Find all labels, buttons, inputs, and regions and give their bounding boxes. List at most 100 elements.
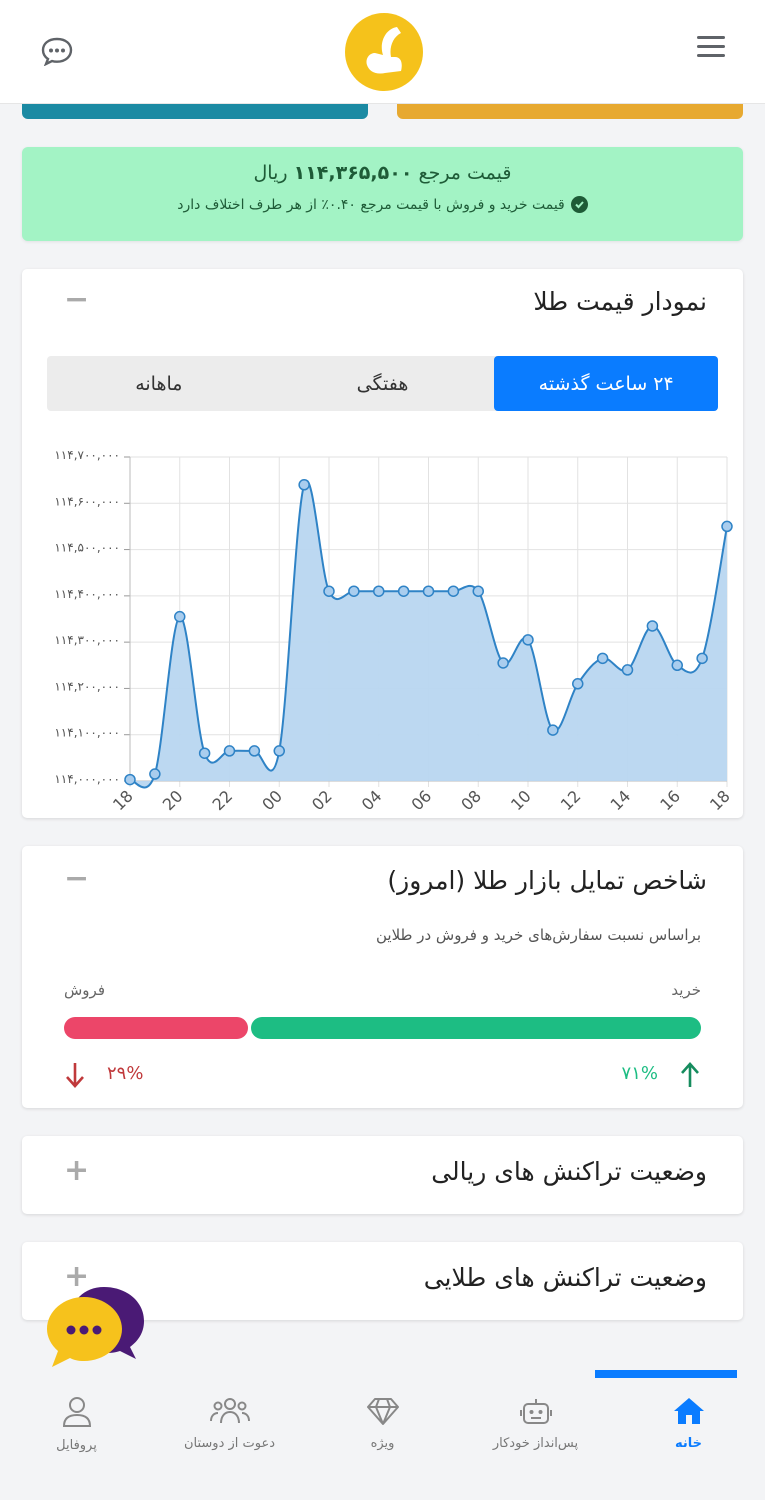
arrow-down-icon [66, 1063, 84, 1088]
nav-home-label: خانه [675, 1436, 703, 1451]
sentiment-subtitle: براساس نسبت سفارش‌های خرید و فروش در طلا… [375, 926, 701, 944]
chart-data-point [149, 768, 161, 780]
nav-home[interactable]: خانه [595, 1370, 765, 1500]
brand-logo[interactable] [345, 13, 423, 91]
chart-ytick-label: ۱۱۴,۵۰۰,۰۰۰ [54, 541, 120, 555]
chart-data-point [696, 652, 708, 665]
chart-data-point [273, 745, 285, 757]
sell-ratio-bar [64, 1017, 248, 1039]
buy-label: خرید [671, 981, 701, 999]
sell-percentage: ۲۹% [107, 1063, 144, 1084]
chart-data-point [721, 520, 733, 533]
chart-xtick-label: 18 [109, 786, 137, 814]
chart-data-point [447, 585, 460, 597]
chart-data-point [422, 585, 435, 597]
buy-ratio-bar [251, 1017, 701, 1039]
rial-transactions-card[interactable]: وضعیت تراکنش های ریالی + [22, 1136, 743, 1214]
chart-data-point [572, 678, 584, 690]
tab-monthly[interactable]: ماهانه [135, 372, 183, 395]
chart-xtick-label: 00 [258, 786, 286, 814]
chart-xtick-label: 18 [706, 786, 734, 814]
user-icon [62, 1397, 91, 1427]
sentiment-card-title: شاخص تمایل بازار طلا (امروز) [387, 866, 707, 895]
chart-data-point [671, 659, 683, 672]
chart-xtick-label: 14 [606, 786, 634, 814]
gold-price-chart: ۱۱۴,۰۰۰,۰۰۰ ۱۱۴,۱۰۰,۰۰۰ ۱۱۴,۲۰۰,۰۰۰ ۱۱۴,۳۰۰… [54, 448, 734, 814]
chart-ytick-label: ۱۱۴,۱۰۰,۰۰۰ [54, 726, 120, 740]
chart-data-point [298, 479, 310, 491]
chart-data-point [124, 773, 136, 786]
reference-price: قیمت مرجع ۱۱۴,۳۶۵,۵۰۰ ریال [22, 162, 743, 184]
stub-card-teal[interactable] [22, 104, 368, 119]
hamburger-menu-icon[interactable] [697, 36, 725, 62]
reference-price-value: ۱۱۴,۳۶۵,۵۰۰ [293, 162, 413, 184]
chart-data-point [646, 620, 659, 632]
chart-data-point [497, 657, 509, 669]
chart-data-point [248, 745, 261, 757]
rial-transactions-title: وضعیت تراکنش های ریالی [431, 1157, 707, 1186]
stub-card-gold[interactable] [397, 104, 743, 119]
collapse-toggle[interactable]: − [64, 861, 90, 896]
check-circle-icon [570, 196, 588, 213]
chart-data-point [596, 652, 609, 665]
chart-data-point [198, 747, 211, 759]
chart-xtick-label: 12 [557, 786, 585, 814]
buy-percentage: ۷۱% [621, 1063, 658, 1084]
nav-profile-label: پروفایل [56, 1438, 97, 1453]
gold-transactions-card[interactable]: وضعیت تراکنش های طلایی + [22, 1242, 743, 1320]
chart-period-tabs: ۲۴ ساعت گذشته هفتگی ماهانه [47, 356, 718, 411]
chart-xtick-label: 10 [507, 786, 535, 814]
gold-price-chart-card: نمودار قیمت طلا − ۲۴ ساعت گذشته هفتگی ما… [22, 269, 743, 818]
nav-invite-friends-label: دعوت از دوستان [183, 1436, 276, 1451]
chart-data-point [472, 585, 484, 597]
nav-profile[interactable]: پروفایل [0, 1374, 153, 1500]
tab-weekly[interactable]: هفتگی [356, 372, 409, 395]
expand-toggle[interactable]: + [64, 1259, 90, 1294]
chart-ytick-label: ۱۱۴,۴۰۰,۰۰۰ [54, 587, 120, 601]
chart-data-point [522, 634, 534, 646]
market-sentiment-card: شاخص تمایل بازار طلا (امروز) − براساس نس… [22, 846, 743, 1108]
chart-ytick-label: ۱۱۴,۰۰۰,۰۰۰ [54, 772, 120, 786]
nav-special[interactable]: ویژه [306, 1374, 459, 1500]
chart-data-point [547, 724, 559, 736]
arrow-up-icon [681, 1062, 699, 1087]
chart-xtick-label: 04 [358, 786, 386, 814]
chart-data-point [621, 664, 634, 676]
chart-data-point [174, 610, 186, 623]
chart-xtick-label: 06 [407, 786, 435, 814]
chart-xtick-label: 08 [457, 786, 485, 814]
home-icon [673, 1398, 704, 1424]
chart-xtick-label: 02 [308, 786, 336, 814]
chart-data-point [223, 745, 236, 757]
chart-ytick-label: ۱۱۴,۶۰۰,۰۰۰ [54, 494, 120, 508]
app-header [0, 0, 765, 104]
reference-price-label: قیمت مرجع [418, 162, 512, 184]
chart-data-point [397, 585, 410, 597]
spread-note-text: قیمت خرید و فروش با قیمت مرجع ۰.۴۰٪ از ه… [177, 196, 565, 213]
reference-price-card: قیمت مرجع ۱۱۴,۳۶۵,۵۰۰ ریال قیمت خرید و ف… [22, 147, 743, 241]
tab-24h[interactable]: ۲۴ ساعت گذشته [494, 356, 718, 411]
chart-area-fill [130, 480, 727, 788]
nav-auto-savings[interactable]: پس‌انداز خودکار [459, 1374, 612, 1500]
support-chat-icon[interactable] [44, 1283, 154, 1375]
spread-note: قیمت خرید و فروش با قیمت مرجع ۰.۴۰٪ از ه… [22, 196, 743, 213]
chart-ytick-label: ۱۱۴,۲۰۰,۰۰۰ [54, 679, 120, 693]
chart-card-title: نمودار قیمت طلا [533, 287, 707, 316]
chart-ytick-label: ۱۱۴,۷۰۰,۰۰۰ [54, 448, 120, 462]
chat-bubble-icon[interactable] [40, 36, 74, 67]
nav-invite-friends[interactable]: دعوت از دوستان [153, 1374, 306, 1500]
chart-xtick-label: 16 [656, 786, 684, 814]
chart-data-point [323, 585, 335, 597]
nav-special-label: ویژه [370, 1436, 395, 1451]
bottom-navigation: خانه پس‌انداز خودکار ویژه دعوت از دوستان [0, 1370, 765, 1500]
gold-transactions-title: وضعیت تراکنش های طلایی [423, 1263, 707, 1292]
nav-auto-savings-label: پس‌انداز خودکار [492, 1436, 579, 1451]
chart-data-point [373, 585, 385, 597]
chart-xtick-label: 22 [208, 786, 236, 814]
collapse-toggle[interactable]: − [64, 282, 90, 317]
robot-icon [519, 1399, 552, 1424]
sell-label: فروش [64, 981, 106, 999]
diamond-icon [366, 1398, 399, 1425]
users-icon [209, 1398, 250, 1424]
expand-toggle[interactable]: + [64, 1153, 90, 1188]
